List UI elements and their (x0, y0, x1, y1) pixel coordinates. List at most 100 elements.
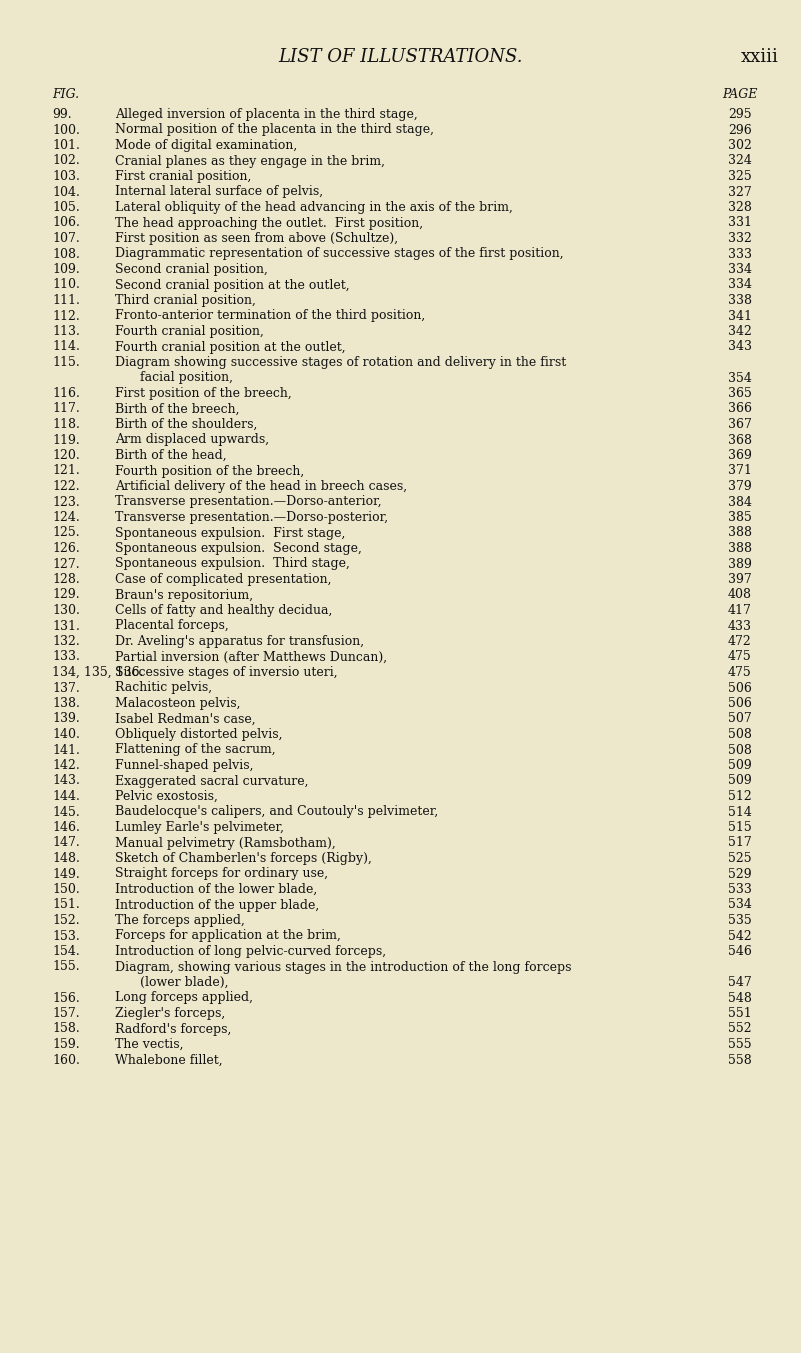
Text: 506: 506 (728, 697, 752, 710)
Text: Fronto-anterior termination of the third position,: Fronto-anterior termination of the third… (115, 310, 425, 322)
Text: 126.: 126. (52, 543, 80, 555)
Text: 369: 369 (728, 449, 752, 461)
Text: The forceps applied,: The forceps applied, (115, 915, 245, 927)
Text: 115.: 115. (52, 356, 80, 369)
Text: Spontaneous expulsion.  Third stage,: Spontaneous expulsion. Third stage, (115, 557, 350, 571)
Text: 138.: 138. (52, 697, 80, 710)
Text: 117.: 117. (52, 402, 80, 415)
Text: 331: 331 (728, 216, 752, 230)
Text: 157.: 157. (52, 1007, 79, 1020)
Text: 158.: 158. (52, 1023, 80, 1035)
Text: 417: 417 (728, 603, 752, 617)
Text: 507: 507 (728, 713, 752, 725)
Text: 142.: 142. (52, 759, 80, 773)
Text: 114.: 114. (52, 341, 80, 353)
Text: 325: 325 (728, 170, 752, 183)
Text: 146.: 146. (52, 821, 80, 833)
Text: 113.: 113. (52, 325, 80, 338)
Text: 104.: 104. (52, 185, 80, 199)
Text: 139.: 139. (52, 713, 80, 725)
Text: 124.: 124. (52, 511, 80, 524)
Text: 551: 551 (728, 1007, 752, 1020)
Text: Introduction of the lower blade,: Introduction of the lower blade, (115, 884, 317, 896)
Text: Second cranial position at the outlet,: Second cranial position at the outlet, (115, 279, 349, 291)
Text: Third cranial position,: Third cranial position, (115, 294, 256, 307)
Text: 332: 332 (728, 231, 752, 245)
Text: Exaggerated sacral curvature,: Exaggerated sacral curvature, (115, 774, 308, 787)
Text: 546: 546 (728, 944, 752, 958)
Text: 125.: 125. (52, 526, 79, 540)
Text: Spontaneous expulsion.  Second stage,: Spontaneous expulsion. Second stage, (115, 543, 362, 555)
Text: 129.: 129. (52, 589, 79, 602)
Text: 116.: 116. (52, 387, 80, 400)
Text: 379: 379 (728, 480, 752, 492)
Text: Straight forceps for ordinary use,: Straight forceps for ordinary use, (115, 867, 328, 881)
Text: First position as seen from above (Schultze),: First position as seen from above (Schul… (115, 231, 398, 245)
Text: 472: 472 (728, 635, 752, 648)
Text: 130.: 130. (52, 603, 80, 617)
Text: 368: 368 (728, 433, 752, 446)
Text: 388: 388 (728, 526, 752, 540)
Text: 109.: 109. (52, 262, 80, 276)
Text: 108.: 108. (52, 248, 80, 261)
Text: 145.: 145. (52, 805, 80, 819)
Text: Birth of the head,: Birth of the head, (115, 449, 227, 461)
Text: Malacosteon pelvis,: Malacosteon pelvis, (115, 697, 240, 710)
Text: 153.: 153. (52, 930, 80, 943)
Text: Diagram showing successive stages of rotation and delivery in the first: Diagram showing successive stages of rot… (115, 356, 566, 369)
Text: 156.: 156. (52, 992, 80, 1004)
Text: 112.: 112. (52, 310, 80, 322)
Text: 100.: 100. (52, 123, 80, 137)
Text: 384: 384 (728, 495, 752, 509)
Text: 558: 558 (728, 1054, 752, 1066)
Text: 105.: 105. (52, 202, 80, 214)
Text: 150.: 150. (52, 884, 80, 896)
Text: Funnel-shaped pelvis,: Funnel-shaped pelvis, (115, 759, 253, 773)
Text: 512: 512 (728, 790, 752, 802)
Text: 160.: 160. (52, 1054, 80, 1066)
Text: 154.: 154. (52, 944, 80, 958)
Text: 367: 367 (728, 418, 752, 432)
Text: 333: 333 (728, 248, 752, 261)
Text: Baudelocque's calipers, and Coutouly's pelvimeter,: Baudelocque's calipers, and Coutouly's p… (115, 805, 438, 819)
Text: Birth of the shoulders,: Birth of the shoulders, (115, 418, 257, 432)
Text: 508: 508 (728, 728, 752, 741)
Text: 529: 529 (728, 867, 752, 881)
Text: Obliquely distorted pelvis,: Obliquely distorted pelvis, (115, 728, 283, 741)
Text: Transverse presentation.—Dorso-anterior,: Transverse presentation.—Dorso-anterior, (115, 495, 381, 509)
Text: Diagram, showing various stages in the introduction of the long forceps: Diagram, showing various stages in the i… (115, 961, 571, 974)
Text: 137.: 137. (52, 682, 80, 694)
Text: 127.: 127. (52, 557, 79, 571)
Text: 302: 302 (728, 139, 752, 152)
Text: xxiii: xxiii (741, 47, 779, 66)
Text: 385: 385 (728, 511, 752, 524)
Text: 371: 371 (728, 464, 752, 478)
Text: 147.: 147. (52, 836, 80, 850)
Text: Second cranial position,: Second cranial position, (115, 262, 268, 276)
Text: Ziegler's forceps,: Ziegler's forceps, (115, 1007, 225, 1020)
Text: 389: 389 (728, 557, 752, 571)
Text: (lower blade),: (lower blade), (140, 976, 228, 989)
Text: 506: 506 (728, 682, 752, 694)
Text: 155.: 155. (52, 961, 79, 974)
Text: 131.: 131. (52, 620, 80, 632)
Text: 295: 295 (728, 108, 752, 120)
Text: 107.: 107. (52, 231, 80, 245)
Text: Fourth position of the breech,: Fourth position of the breech, (115, 464, 304, 478)
Text: 475: 475 (728, 651, 752, 663)
Text: 533: 533 (728, 884, 752, 896)
Text: Alleged inversion of placenta in the third stage,: Alleged inversion of placenta in the thi… (115, 108, 418, 120)
Text: Fourth cranial position at the outlet,: Fourth cranial position at the outlet, (115, 341, 345, 353)
Text: 327: 327 (728, 185, 752, 199)
Text: 140.: 140. (52, 728, 80, 741)
Text: PAGE: PAGE (723, 88, 758, 101)
Text: 334: 334 (728, 279, 752, 291)
Text: 328: 328 (728, 202, 752, 214)
Text: 525: 525 (728, 852, 752, 865)
Text: Fourth cranial position,: Fourth cranial position, (115, 325, 264, 338)
Text: 141.: 141. (52, 744, 80, 756)
Text: Lumley Earle's pelvimeter,: Lumley Earle's pelvimeter, (115, 821, 284, 833)
Text: 517: 517 (728, 836, 752, 850)
Text: Lateral obliquity of the head advancing in the axis of the brim,: Lateral obliquity of the head advancing … (115, 202, 513, 214)
Text: 122.: 122. (52, 480, 79, 492)
